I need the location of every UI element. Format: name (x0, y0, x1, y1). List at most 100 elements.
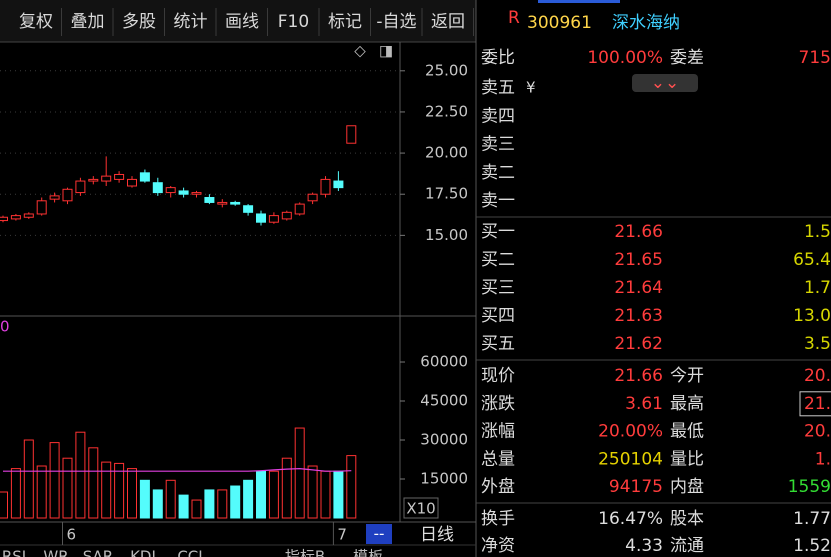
volume-bar (230, 485, 241, 519)
toolbar-button[interactable]: 叠加 (71, 12, 105, 32)
volume-bar (346, 455, 357, 519)
ask-label: 卖一 (481, 191, 515, 211)
stat-label: 今开 (670, 366, 704, 386)
expand-icon[interactable]: ⌄⌄ (651, 73, 680, 93)
volume-bar (333, 470, 344, 519)
y-tick-label: 22.50 (425, 102, 468, 120)
stat-label: 涨跌 (481, 394, 515, 414)
volume-ma-label: 0 (0, 318, 10, 336)
volume-bar (294, 427, 305, 519)
candle-body (346, 125, 357, 144)
bid-label: 买二 (481, 250, 515, 270)
stat-label: 净资 (481, 536, 515, 556)
toolbar-button[interactable]: 多股 (122, 12, 156, 32)
stat-value: 94175 (609, 477, 663, 497)
expand-button[interactable] (632, 74, 698, 92)
stock-code: 300961 (527, 13, 592, 33)
stat-value: 250104 (598, 449, 663, 469)
volume-bar (191, 499, 202, 519)
indicator-tab[interactable]: 指标B (285, 548, 325, 557)
candle-body (281, 211, 292, 220)
toolbar-button[interactable]: 画线 (225, 12, 259, 32)
bid-label: 买三 (481, 278, 515, 298)
toolbar-button[interactable]: 复权 (19, 12, 53, 32)
ask-label: 卖五 (481, 78, 515, 98)
candle-body (294, 203, 305, 215)
candle-body (101, 175, 112, 182)
volume-bar (101, 461, 112, 519)
timeframe[interactable]: 日线 (420, 525, 454, 545)
stat-value: 1. (815, 449, 831, 469)
volume-bar (204, 489, 215, 519)
stat-value: 1.77 (793, 509, 831, 529)
volume-bar (49, 442, 60, 519)
stat-value: 3.61 (625, 394, 663, 414)
bid-volume: 1.7 (804, 278, 831, 298)
candle-body (333, 180, 344, 189)
stat-value: 1.52 (793, 536, 831, 556)
stat-label: 股本 (670, 509, 704, 529)
bid-volume: 1.5 (804, 222, 831, 242)
indicator-tab[interactable]: CCI (177, 548, 202, 557)
bid-price: 21.64 (614, 278, 663, 298)
candle-body (75, 180, 86, 194)
volume-bar (139, 479, 150, 519)
stat-label: 外盘 (481, 477, 515, 497)
stat-value: 20.00% (598, 422, 663, 442)
y-tick-label: 15000 (420, 470, 468, 488)
ask-currency: ¥ (526, 79, 536, 97)
indicator-tab[interactable]: RSI (2, 548, 26, 557)
volume-bar (88, 447, 99, 519)
layout-icon[interactable]: ◨ (379, 42, 393, 60)
volume-bar (320, 470, 331, 519)
stat-label: 换手 (481, 509, 515, 529)
value: 715 (799, 48, 831, 68)
volume-bar (217, 489, 228, 519)
indicator-tab[interactable]: KDJ (130, 548, 156, 557)
candle-body (127, 178, 137, 187)
toolbar-button[interactable]: 统计 (174, 12, 208, 32)
stat-label: 流通 (670, 536, 704, 556)
indicator-tab[interactable]: 模板 (353, 548, 383, 557)
y-tick-label: 15.00 (425, 226, 468, 244)
volume-bar (165, 479, 176, 519)
bid-price: 21.65 (614, 250, 663, 270)
y-tick-label: 30000 (420, 431, 468, 449)
bid-label: 买四 (481, 306, 515, 326)
candle-body (139, 172, 150, 182)
y-tick-label: 45000 (420, 392, 468, 410)
ask-label: 卖四 (481, 106, 515, 126)
bid-label: 买一 (481, 222, 515, 242)
stat-value: 20. (804, 422, 831, 442)
candle-body (36, 200, 47, 215)
x-tick-label: 7 (337, 526, 347, 544)
indicator-tab[interactable]: WR (43, 548, 68, 557)
stat-value: 16.47% (598, 509, 663, 529)
period-box[interactable] (366, 524, 392, 544)
candle-body (268, 215, 279, 223)
toolbar-button[interactable]: 返回 (431, 12, 465, 32)
toolbar-button[interactable]: 标记 (328, 12, 362, 32)
period-box-label[interactable]: -- (374, 525, 385, 543)
stat-value: 4.33 (625, 536, 663, 556)
candle-body (0, 216, 8, 222)
volume-bar (152, 489, 163, 519)
toolbar-button[interactable]: -自选 (376, 12, 416, 32)
candle-body (165, 187, 176, 194)
y-tick-label: 17.50 (425, 185, 468, 203)
label: 委差 (670, 48, 704, 68)
stat-label: 量比 (670, 449, 704, 469)
x-tick-label: 6 (67, 526, 77, 544)
candle-body (49, 195, 60, 200)
candle-body (230, 201, 241, 205)
indicator-tab[interactable]: SAR (83, 548, 113, 557)
volume-bar (62, 457, 73, 519)
volume-bar (307, 465, 318, 519)
value: 100.00% (587, 48, 663, 68)
badge: R (508, 8, 520, 28)
diamond-icon[interactable]: ◇ (354, 42, 366, 60)
candle-body (191, 192, 202, 195)
toolbar-button[interactable]: F10 (278, 12, 309, 32)
ask-label: 卖三 (481, 135, 515, 155)
